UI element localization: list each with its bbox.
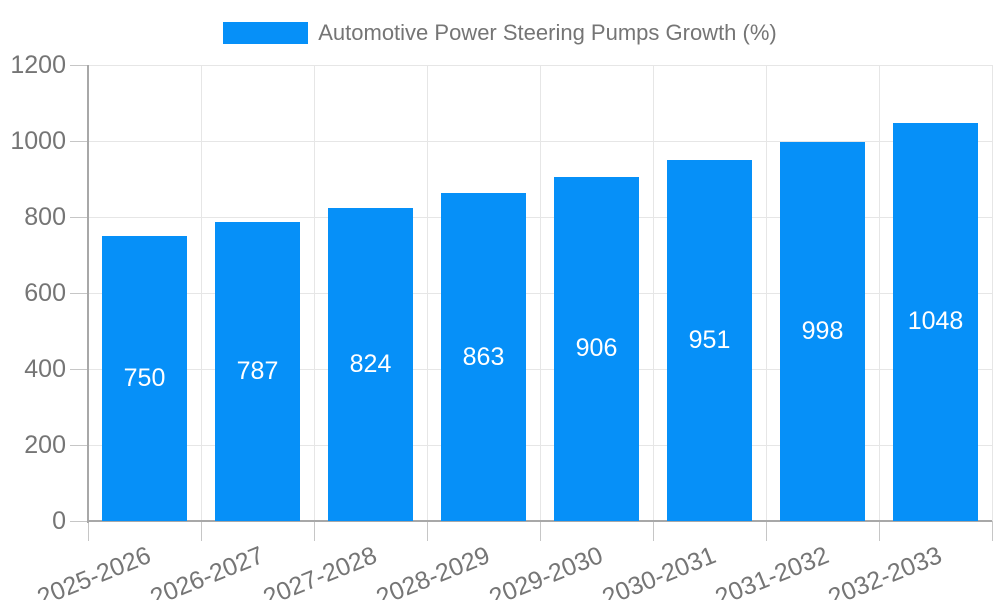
y-axis-tick-label: 600 (24, 278, 66, 307)
bar[interactable] (102, 236, 187, 521)
bar-value-label: 787 (236, 356, 279, 385)
x-tick-mark (991, 521, 993, 541)
legend: Automotive Power Steering Pumps Growth (… (0, 20, 1000, 46)
bar[interactable] (893, 122, 978, 521)
x-gridline (426, 65, 428, 521)
bar-value-label: 824 (349, 349, 392, 378)
x-tick-mark (313, 521, 315, 541)
bar-value-label: 951 (688, 325, 731, 354)
x-gridline (200, 65, 202, 521)
legend-series-label: Automotive Power Steering Pumps Growth (… (318, 20, 777, 45)
bar[interactable] (667, 159, 752, 521)
bar[interactable] (215, 221, 300, 521)
x-axis-line (87, 520, 992, 522)
y-axis-tick-label: 200 (24, 430, 66, 459)
bar-value-label: 750 (123, 364, 166, 392)
x-tick-mark (878, 521, 880, 541)
x-gridline (539, 65, 541, 521)
y-axis-tick-label: 1200 (10, 50, 66, 79)
y-axis-tick-label: 400 (24, 354, 66, 383)
y-axis-tick-label: 0 (52, 506, 66, 535)
y-axis-tick-label: 1000 (10, 126, 66, 155)
y-tick-mark (70, 368, 88, 370)
y-axis-tick-label: 800 (24, 202, 66, 231)
y-tick-mark (70, 216, 88, 218)
bar[interactable] (441, 193, 526, 521)
bar-value-label: 998 (801, 316, 844, 345)
x-gridline (878, 65, 880, 521)
bar-value-label: 863 (462, 342, 505, 371)
y-tick-mark (70, 444, 88, 446)
x-tick-mark (539, 521, 541, 541)
bar[interactable] (780, 141, 865, 521)
x-tick-mark (200, 521, 202, 541)
legend-color-swatch (223, 22, 309, 44)
x-axis-category-label: 2025-2026 (32, 541, 155, 600)
x-tick-mark (426, 521, 428, 541)
x-gridline (991, 65, 993, 521)
legend-item[interactable]: Automotive Power Steering Pumps Growth (… (223, 20, 777, 46)
y-tick-mark (70, 64, 88, 66)
y-tick-mark (70, 520, 88, 522)
x-gridline (313, 65, 315, 521)
y-tick-mark (70, 140, 88, 142)
x-tick-mark (765, 521, 767, 541)
x-gridline (765, 65, 767, 521)
bar[interactable] (554, 176, 639, 521)
y-tick-mark (70, 292, 88, 294)
x-tick-mark (87, 521, 89, 541)
y-axis-line (87, 65, 89, 523)
bar-value-label: 906 (575, 334, 618, 363)
x-tick-mark (652, 521, 654, 541)
bar[interactable] (328, 207, 413, 521)
bar-value-label: 1048 (907, 307, 964, 336)
x-gridline (652, 65, 654, 521)
